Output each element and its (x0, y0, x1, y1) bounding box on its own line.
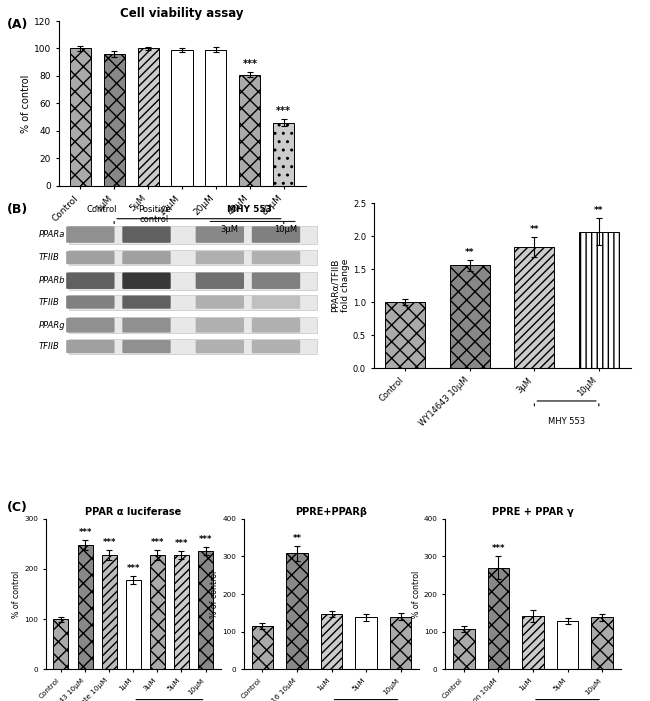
Bar (53, 619, 68, 669)
Y-axis label: PPARα/TFIIB
fold change: PPARα/TFIIB fold change (331, 259, 350, 313)
Title: PPAR α luciferase: PPAR α luciferase (85, 507, 181, 517)
Text: **: ** (465, 247, 474, 257)
Text: ***: *** (78, 528, 92, 537)
Text: PPARa: PPARa (39, 230, 65, 239)
Title: Cell viability assay: Cell viability assay (120, 7, 244, 20)
Bar (356, 618, 377, 669)
Bar (488, 568, 509, 669)
Bar (239, 74, 261, 186)
Bar (321, 613, 342, 669)
FancyBboxPatch shape (196, 226, 244, 243)
Bar (101, 555, 116, 669)
Bar (557, 621, 578, 669)
FancyBboxPatch shape (252, 296, 300, 308)
Bar (68, 294, 317, 310)
Y-axis label: % of control: % of control (211, 571, 220, 618)
Bar (252, 626, 273, 669)
Bar (579, 231, 619, 368)
Bar (126, 580, 140, 669)
Text: ***: *** (127, 564, 140, 573)
Title: PPRE+PPARβ: PPRE+PPARβ (296, 507, 367, 517)
Text: ***: *** (276, 106, 291, 116)
Text: (B): (B) (6, 203, 28, 217)
FancyBboxPatch shape (122, 273, 171, 289)
Bar (68, 317, 317, 334)
Bar (450, 265, 490, 368)
Bar (138, 48, 159, 186)
Bar (77, 545, 92, 669)
Bar (514, 247, 554, 368)
Bar (273, 123, 294, 186)
Text: 3μM: 3μM (220, 225, 238, 233)
Bar (592, 618, 613, 669)
Bar (523, 616, 543, 669)
Text: ***: *** (103, 538, 116, 547)
Text: **: ** (292, 534, 302, 543)
FancyBboxPatch shape (196, 340, 244, 353)
Text: ***: *** (242, 58, 257, 69)
Text: ***: *** (175, 539, 188, 548)
Title: PPRE + PPAR γ: PPRE + PPAR γ (492, 507, 574, 517)
Bar (103, 54, 125, 186)
FancyBboxPatch shape (252, 340, 300, 353)
Bar (198, 552, 213, 669)
Bar (68, 272, 317, 290)
FancyBboxPatch shape (66, 226, 114, 243)
FancyBboxPatch shape (196, 251, 244, 264)
Bar (453, 629, 474, 669)
Text: TFIIB: TFIIB (39, 342, 60, 351)
Text: (C): (C) (6, 501, 27, 515)
Bar (150, 555, 165, 669)
Bar (68, 226, 317, 244)
FancyBboxPatch shape (196, 273, 244, 289)
Bar (390, 617, 411, 669)
Y-axis label: % of control: % of control (12, 571, 21, 618)
FancyBboxPatch shape (252, 273, 300, 289)
Text: **: ** (594, 206, 604, 215)
Text: **: ** (530, 224, 539, 233)
Text: TFIIB: TFIIB (39, 298, 60, 306)
Text: MHY 553: MHY 553 (179, 236, 219, 244)
Text: 10μM: 10μM (274, 225, 297, 233)
FancyBboxPatch shape (122, 340, 171, 353)
Text: PPARb: PPARb (39, 276, 66, 285)
Text: Control: Control (86, 205, 116, 214)
Y-axis label: % of control: % of control (21, 74, 31, 132)
FancyBboxPatch shape (196, 318, 244, 332)
FancyBboxPatch shape (122, 226, 171, 243)
Bar (68, 250, 317, 265)
FancyBboxPatch shape (66, 251, 114, 264)
Text: PPARg: PPARg (39, 320, 66, 329)
FancyBboxPatch shape (122, 296, 171, 308)
Bar (68, 339, 317, 354)
FancyBboxPatch shape (66, 340, 114, 353)
Bar (205, 50, 226, 186)
Text: (A): (A) (6, 18, 28, 31)
FancyBboxPatch shape (66, 318, 114, 332)
FancyBboxPatch shape (122, 251, 171, 264)
FancyBboxPatch shape (122, 318, 171, 332)
Bar (385, 302, 425, 368)
FancyBboxPatch shape (196, 296, 244, 308)
Text: ***: *** (491, 545, 505, 553)
Bar (286, 553, 307, 669)
Text: MHY 553: MHY 553 (548, 418, 585, 426)
Bar (70, 48, 91, 186)
Text: Positive
control: Positive control (138, 205, 170, 224)
Text: TFIIB: TFIIB (39, 253, 60, 262)
Text: MHY 553: MHY 553 (227, 205, 272, 214)
Bar (174, 555, 189, 669)
FancyBboxPatch shape (66, 296, 114, 308)
FancyBboxPatch shape (252, 226, 300, 243)
FancyBboxPatch shape (252, 318, 300, 332)
FancyBboxPatch shape (66, 273, 114, 289)
Text: ***: *** (199, 536, 213, 545)
FancyBboxPatch shape (252, 251, 300, 264)
Text: ***: *** (151, 538, 164, 547)
Bar (172, 50, 192, 186)
Y-axis label: % of control: % of control (412, 571, 421, 618)
